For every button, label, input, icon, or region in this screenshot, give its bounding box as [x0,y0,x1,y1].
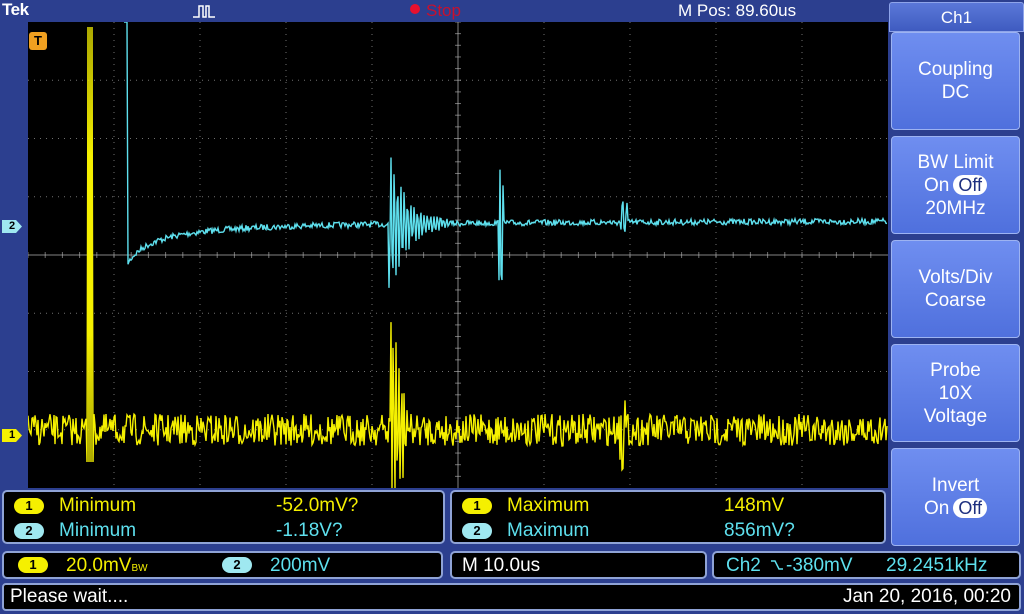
timebase-bar[interactable]: M 10.0us [450,551,707,579]
measurement-value: -52.0mV? [276,495,359,516]
ch1-scale-badge: 1 [18,557,48,573]
bw-limit-toggle: On Off [923,174,988,197]
probe-type: Voltage [923,405,988,427]
run-state-indicator: Stop [410,1,461,21]
measurement-value: 148mV [724,495,785,516]
bw-off-pill: Off [953,174,988,195]
bw-limit-label: BW Limit [917,151,994,173]
invert-off-pill: Off [953,498,988,518]
side-menu: Ch1 Coupling DC BW Limit On Off 20MHz Vol… [889,0,1024,548]
coupling-value: DC [941,82,970,103]
volts-div-button[interactable]: Volts/Div Coarse [891,240,1020,338]
measurement-name: Maximum [507,520,590,541]
invert-button[interactable]: Invert On Off [891,448,1020,546]
invert-on-label: On [923,498,950,519]
horizontal-position-readout: M Pos: 89.60us [678,1,797,20]
measurement-row: 1 Minimum -52.0mV? [4,494,443,518]
status-message: Please wait.... [10,586,129,607]
measurement-name: Minimum [59,520,137,541]
acquisition-pulse-icon [193,5,215,18]
bw-on-label: On [923,174,950,196]
bw-limit-value: 20MHz [925,197,986,219]
coupling-label: Coupling [918,59,993,80]
bw-limit-button[interactable]: BW Limit On Off 20MHz [891,136,1020,234]
invert-toggle: On Off [923,497,988,520]
frequency-readout: 29.2451kHz [886,555,988,576]
ch1-badge: 1 [462,498,492,514]
ch2-waveform [124,22,888,288]
falling-edge-icon [771,560,783,570]
timebase-readout: M 10.0us [462,555,541,576]
measurement-row: 2 Maximum 856mV? [452,519,884,543]
probe-attenuation: 10X [938,382,973,404]
measurement-panel-right[interactable]: 1 Maximum 148mV 2 Maximum 856mV? [450,490,886,544]
ch1-scale-readout: 20.0mVBW [66,553,148,582]
probe-button[interactable]: Probe 10X Voltage [891,344,1020,442]
invert-label: Invert [931,475,980,496]
ch1-badge: 1 [14,498,44,514]
trigger-level: -380mV [786,555,853,576]
measurement-row: 1 Maximum 148mV [452,494,884,518]
measurement-value: 856mV? [724,520,795,541]
tek-logo: Tek [2,0,29,19]
channel-scale-bar[interactable]: 1 20.0mVBW 2 200mV [2,551,443,579]
volts-div-label: Volts/Div [918,267,993,288]
measurement-panel-left[interactable]: 1 Minimum -52.0mV? 2 Minimum -1.18V? [2,490,445,544]
ch2-scale-badge: 2 [222,557,252,573]
bw-limit-indicator: BW [131,563,148,574]
waveforms [28,22,888,488]
top-status-bar: Tek Stop M Pos: 89.60us [0,0,888,22]
ch2-reference-marker[interactable]: 2 [2,220,22,233]
measurement-name: Maximum [507,495,590,516]
trigger-source: Ch2 [726,555,761,576]
ch2-badge: 2 [462,523,492,539]
trigger-bar[interactable]: Ch2 -380mV 29.2451kHz [712,551,1021,579]
stop-dot-icon [410,4,420,14]
measurement-name: Minimum [59,495,137,516]
probe-label: Probe [930,359,981,381]
ch2-scale-readout: 200mV [270,555,331,576]
date-time: Jan 20, 2016, 00:20 [843,586,1011,607]
ch1-waveform [28,26,888,488]
coupling-button[interactable]: Coupling DC [891,32,1020,130]
measurement-row: 2 Minimum -1.18V? [4,519,443,543]
ch1-reference-marker[interactable]: 1 [2,429,22,442]
trigger-marker-icon: T [29,32,47,50]
side-menu-title: Ch1 [889,2,1024,32]
waveform-display[interactable] [28,22,888,488]
measurement-value: -1.18V? [276,520,343,541]
message-bar: Please wait.... Jan 20, 2016, 00:20 [2,583,1021,611]
run-state-label: Stop [426,1,461,20]
ch1-scale-value: 20.0mV [66,555,132,576]
ch2-badge: 2 [14,523,44,539]
volts-div-value: Coarse [924,290,987,311]
